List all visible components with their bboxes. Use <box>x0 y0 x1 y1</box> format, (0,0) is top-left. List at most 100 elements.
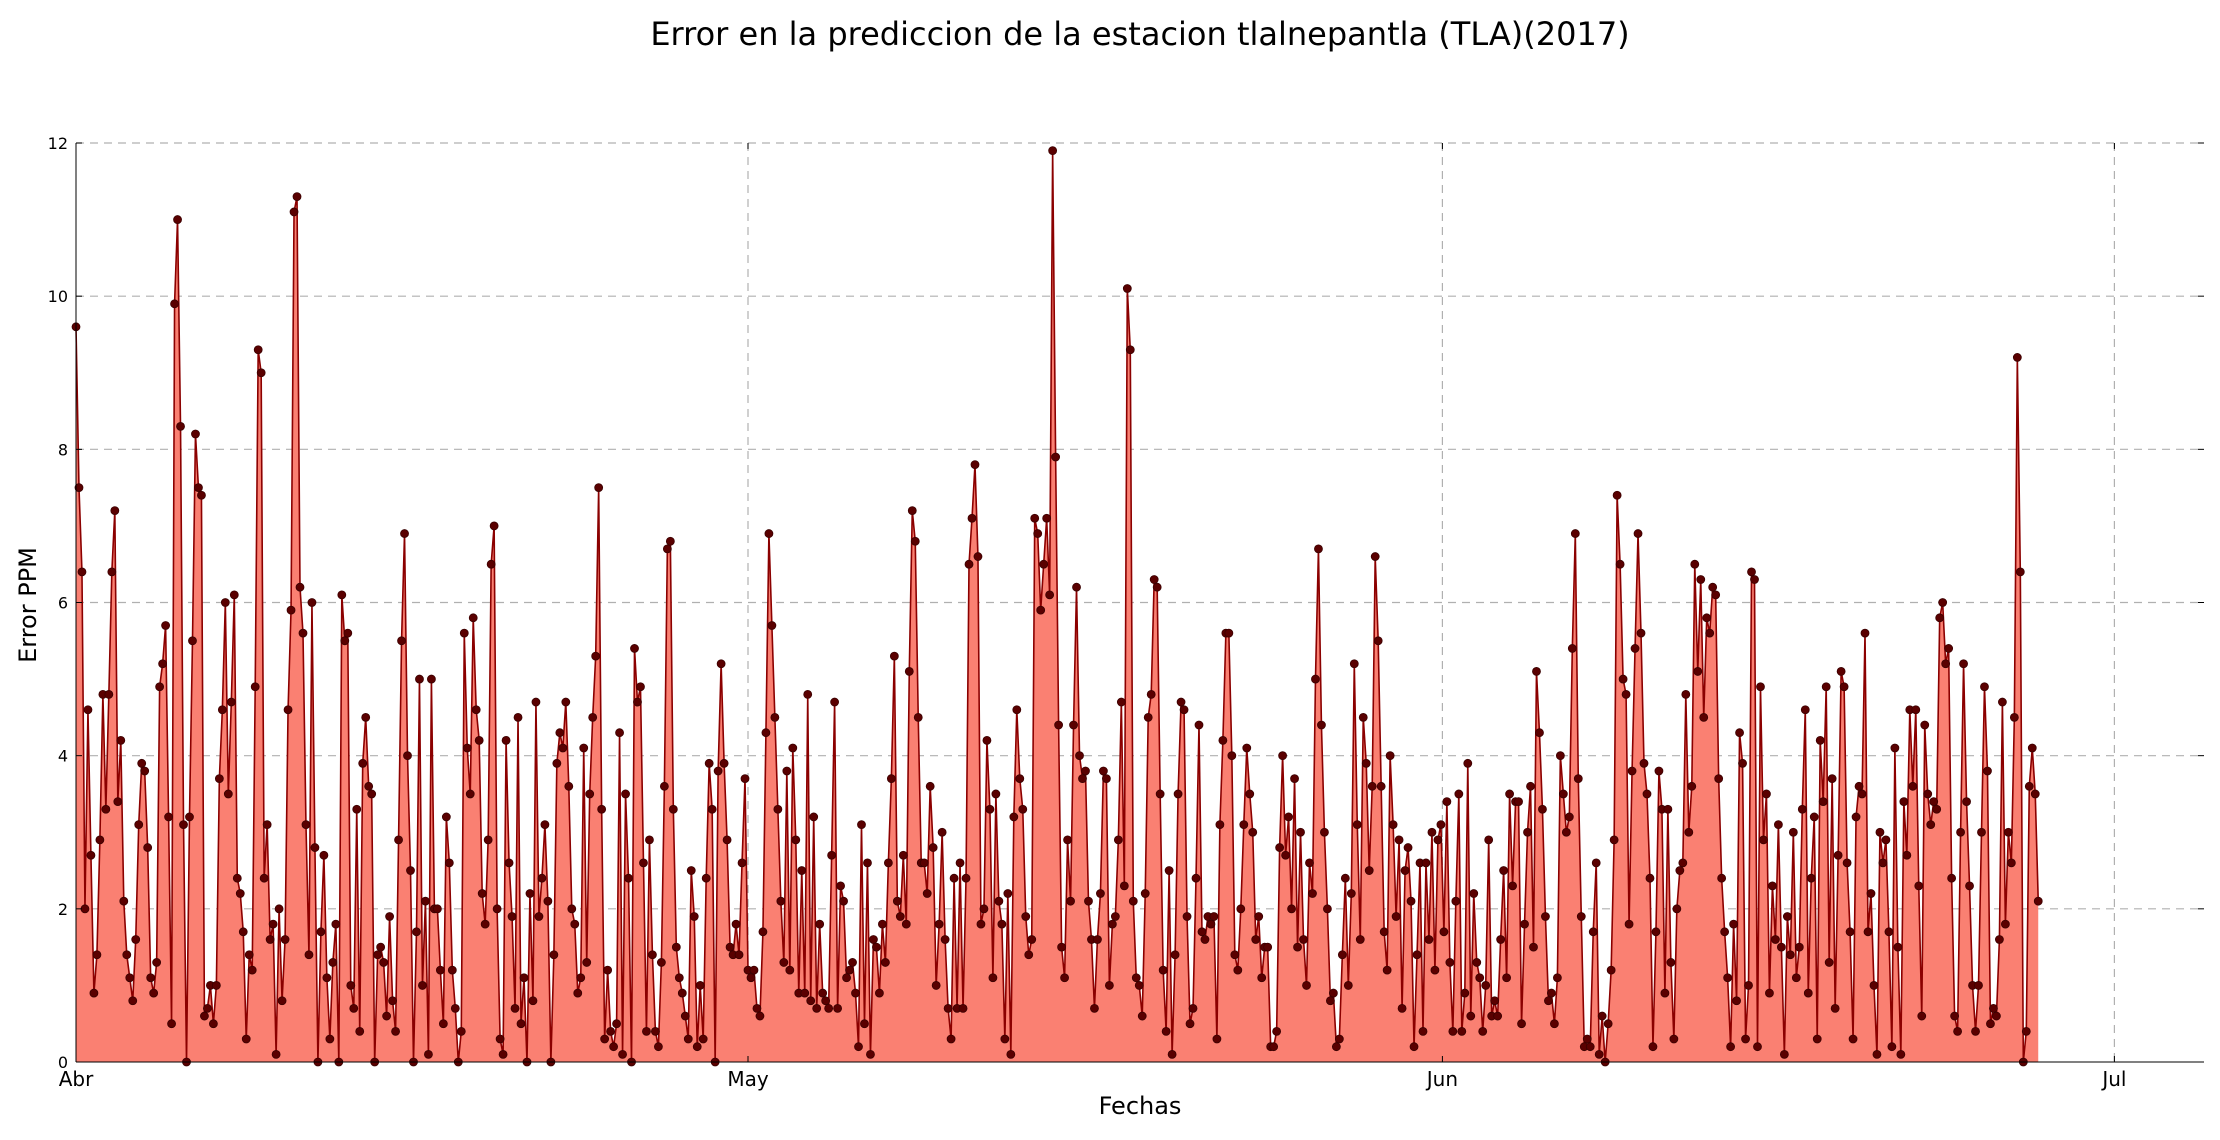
data-point <box>755 1011 765 1021</box>
data-point <box>1953 1026 1962 1036</box>
data-point <box>683 1034 693 1044</box>
data-point <box>1684 827 1694 837</box>
data-point <box>1245 789 1255 799</box>
data-point <box>1460 988 1470 998</box>
data-point <box>110 506 120 516</box>
data-point <box>1971 1026 1980 1036</box>
data-point <box>1818 797 1828 807</box>
data-point <box>639 858 648 868</box>
data-point <box>1036 605 1046 615</box>
data-point <box>125 973 135 983</box>
data-point <box>1406 896 1416 906</box>
data-point <box>1744 981 1753 990</box>
data-point <box>262 820 272 829</box>
data-point <box>223 789 233 799</box>
data-point <box>1215 820 1225 829</box>
data-point <box>1284 812 1293 822</box>
data-point <box>1839 682 1849 692</box>
data-point <box>1072 582 1081 592</box>
data-point <box>1782 912 1792 921</box>
data-point <box>1929 797 1939 807</box>
data-point <box>1753 1042 1762 1052</box>
data-point <box>1603 1019 1613 1029</box>
data-point <box>304 950 314 960</box>
data-point <box>438 1019 448 1029</box>
data-point <box>800 988 810 998</box>
data-point <box>346 981 356 990</box>
data-point <box>1624 919 1634 929</box>
data-point <box>1042 513 1052 523</box>
data-point <box>447 965 457 975</box>
data-point <box>331 919 341 929</box>
data-point <box>1923 789 1933 799</box>
axes-layer: 0 2 4 6 8 10 12 Abr May Jun Jul <box>48 134 2204 1091</box>
data-point <box>1003 889 1013 898</box>
data-point <box>1544 996 1553 1006</box>
data-point <box>1394 835 1404 845</box>
data-point <box>1561 827 1571 837</box>
data-point <box>1660 988 1670 998</box>
data-point <box>226 697 236 707</box>
data-point <box>1421 858 1431 868</box>
data-point <box>397 636 406 646</box>
x-tick-label: Abr <box>59 1067 94 1091</box>
data-point <box>376 942 386 952</box>
data-point <box>1361 758 1371 768</box>
data-point <box>588 712 598 722</box>
data-point <box>406 866 415 875</box>
data-point <box>1110 912 1120 921</box>
data-point <box>839 896 848 906</box>
data-point <box>1797 804 1807 814</box>
data-point <box>1063 835 1072 845</box>
data-point <box>173 215 182 224</box>
data-point <box>1060 973 1069 983</box>
data-point <box>630 644 639 653</box>
data-point <box>355 1026 365 1036</box>
data-point <box>1582 1034 1592 1044</box>
data-point <box>1636 628 1646 638</box>
data-point <box>645 835 654 845</box>
data-point <box>1317 720 1326 730</box>
data-point <box>564 781 574 791</box>
data-point <box>1771 935 1780 944</box>
data-point <box>1185 1019 1195 1029</box>
data-point <box>80 904 90 914</box>
data-point <box>964 559 974 569</box>
data-point <box>1478 1026 1488 1036</box>
data-point <box>1836 667 1846 676</box>
data-point <box>1224 628 1234 638</box>
data-point <box>2000 919 2010 929</box>
data-point <box>1024 950 1034 960</box>
data-point <box>1708 582 1718 592</box>
data-point <box>1911 705 1921 715</box>
data-point <box>1093 935 1102 944</box>
data-point <box>949 873 959 883</box>
data-point <box>1821 682 1831 692</box>
data-point <box>477 889 487 898</box>
data-point <box>1152 582 1162 592</box>
data-point <box>552 758 562 768</box>
data-point <box>1570 529 1580 538</box>
data-point <box>298 628 308 638</box>
data-point <box>809 812 819 822</box>
data-point <box>1947 873 1957 883</box>
data-point <box>274 904 284 914</box>
data-point <box>1803 988 1813 998</box>
data-point <box>1358 712 1368 722</box>
data-point <box>400 529 409 538</box>
data-point <box>1451 896 1461 906</box>
data-point <box>1908 781 1918 791</box>
data-point <box>1926 820 1936 829</box>
data-point <box>686 866 696 875</box>
data-point <box>427 674 436 684</box>
data-point <box>1756 682 1765 692</box>
data-point <box>1227 751 1237 761</box>
data-point <box>1800 705 1810 715</box>
data-point <box>1768 881 1777 891</box>
data-point <box>1917 1011 1927 1021</box>
data-point <box>1302 981 1311 990</box>
data-point <box>361 712 371 722</box>
data-point <box>1311 674 1320 684</box>
data-point <box>2021 1026 2031 1036</box>
data-point <box>851 988 860 998</box>
